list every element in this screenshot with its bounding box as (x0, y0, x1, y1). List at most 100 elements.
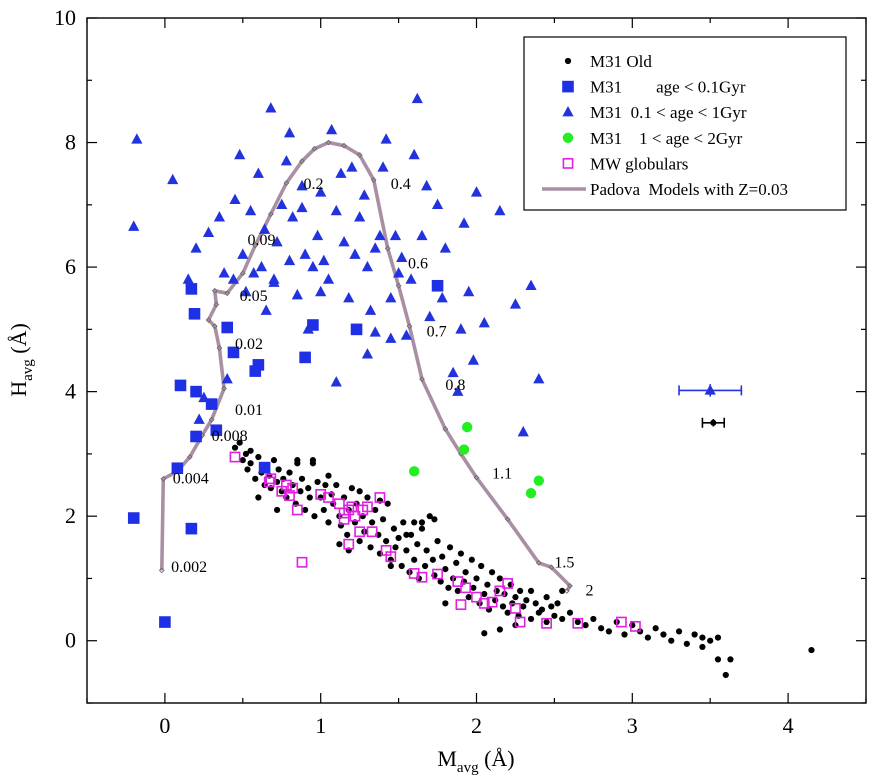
mid-point (280, 155, 293, 166)
young-point (205, 398, 218, 410)
old-point (383, 537, 390, 545)
old-point (431, 516, 438, 523)
young-point (252, 359, 265, 371)
mid-point (193, 413, 205, 424)
y-axis-label-unit: (Å) (6, 323, 31, 359)
mw-point (315, 488, 327, 500)
model-node (563, 588, 570, 594)
mid-point (452, 385, 464, 396)
model-node (384, 245, 391, 252)
mid-point (248, 267, 260, 278)
young-point (221, 321, 234, 334)
inter-point (533, 475, 545, 486)
legend-swatch-mw (562, 158, 574, 169)
young-point (174, 379, 187, 392)
inter-point (408, 466, 420, 477)
old-point (356, 488, 363, 495)
model-age-label: 0.09 (247, 232, 275, 249)
mw-point (455, 599, 467, 611)
model-node (406, 323, 413, 330)
mw-point (366, 526, 378, 538)
model-age-label: 1.1 (492, 466, 512, 483)
mw-point (291, 504, 303, 516)
model-line (160, 140, 572, 592)
y-axis-label: Havg (Å) (6, 323, 36, 397)
model-age-label: 0.008 (212, 428, 248, 445)
old-point (727, 656, 734, 663)
old-point (644, 634, 651, 641)
model-node (224, 290, 231, 297)
old-point (446, 544, 454, 551)
young-point (159, 616, 171, 628)
mid-point (343, 292, 355, 303)
model-node (158, 567, 165, 574)
series-m31-intermediate (408, 421, 545, 499)
old-point (538, 606, 546, 613)
old-point (418, 525, 426, 532)
mw-point (514, 616, 526, 628)
old-point (336, 541, 343, 548)
mid-point (349, 248, 361, 259)
x-axis-label: Mavg (Å) (437, 746, 514, 776)
old-point (559, 615, 566, 623)
mw-point (486, 596, 498, 608)
old-point (543, 594, 550, 601)
mw-point (510, 602, 521, 614)
legend-swatch-old (564, 57, 572, 65)
model-age-label: 0.004 (173, 471, 209, 488)
old-point (605, 628, 613, 635)
mid-point (364, 304, 377, 315)
inter-point (458, 444, 470, 455)
mid-point (202, 226, 215, 238)
mid-point (167, 173, 179, 185)
mw-point (362, 501, 373, 513)
model-age-label: 2 (586, 583, 594, 600)
old-point (488, 569, 496, 576)
mid-point (234, 148, 246, 160)
young-point (258, 461, 271, 474)
mid-point (447, 366, 459, 378)
old-point (439, 553, 446, 560)
mid-point (380, 133, 392, 144)
mid-point (405, 273, 417, 284)
model-node (208, 416, 215, 423)
mid-point (287, 211, 299, 222)
legend-label-old: M31 Old (590, 52, 652, 71)
mw-point (374, 492, 386, 503)
old-point (320, 506, 327, 514)
mid-point (296, 179, 308, 191)
old-point (523, 597, 530, 604)
old-point (520, 603, 527, 610)
young-point (210, 424, 223, 437)
model-node (341, 142, 347, 149)
mw-point (263, 476, 275, 488)
old-point (418, 519, 426, 526)
old-point (414, 541, 421, 548)
old-point (390, 525, 398, 532)
x-tick-label: 4 (783, 713, 794, 738)
mid-point (291, 288, 303, 300)
legend-entries: M31 Old M31 age < 0.1Gyr M31 0.1 < age < 1… (542, 52, 788, 199)
mid-point (470, 186, 483, 197)
old-point (621, 631, 628, 638)
mid-point (276, 198, 288, 210)
mw-point (432, 568, 443, 580)
mw-point (287, 482, 299, 494)
mid-point (311, 229, 324, 241)
young-point (190, 385, 202, 398)
young-point (188, 307, 201, 320)
mid-point (182, 273, 194, 284)
young-point (431, 279, 444, 292)
model-age-label: 0.7 (427, 324, 447, 341)
mid-point (307, 260, 319, 272)
old-point (517, 587, 524, 595)
young-point (350, 323, 363, 336)
old-point (403, 547, 410, 554)
young-point (299, 351, 311, 364)
y-tick-label: 0 (65, 628, 76, 653)
mw-point (615, 616, 627, 628)
mw-point (265, 473, 277, 485)
error-bars (678, 384, 743, 428)
x-axis-label-sub: avg (457, 760, 479, 776)
old-point (551, 612, 558, 619)
